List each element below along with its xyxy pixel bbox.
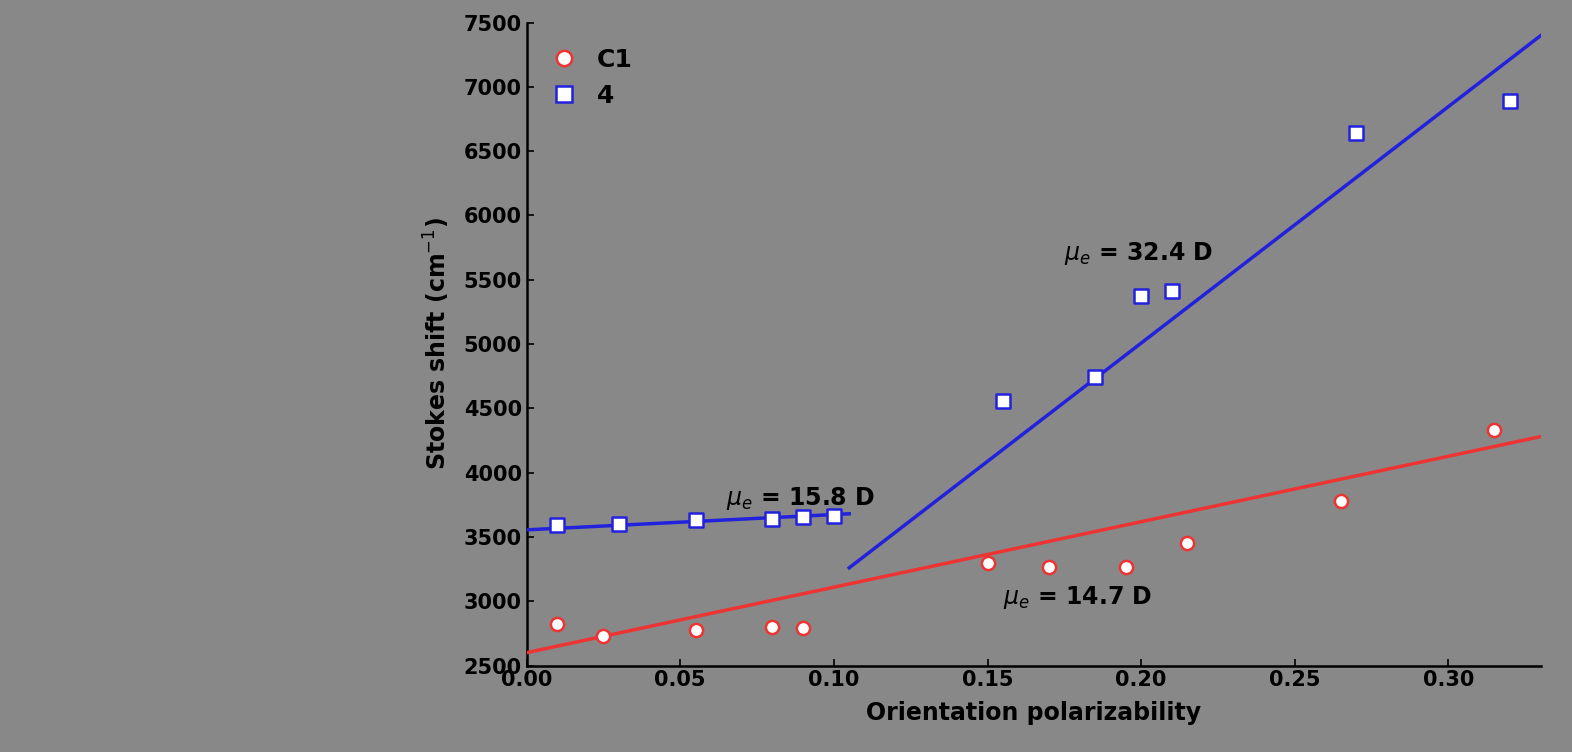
Point [791,622,816,634]
Point [1328,495,1353,507]
Point [1344,127,1369,139]
Point [545,520,571,532]
Point [1482,424,1508,436]
Point [1036,560,1061,572]
Point [1113,560,1138,572]
Text: $\mu_e$ = 15.8 D: $\mu_e$ = 15.8 D [726,485,876,512]
Point [759,621,784,633]
Point [1083,371,1108,384]
Y-axis label: Stokes shift (cm$^{-1}$): Stokes shift (cm$^{-1}$) [423,217,453,471]
Point [759,513,784,525]
X-axis label: Orientation polarizability: Orientation polarizability [866,702,1201,726]
Point [1159,285,1184,297]
Point [591,630,616,642]
Point [684,514,709,526]
Point [990,395,1016,407]
Point [1174,538,1199,550]
Point [545,618,571,630]
Point [975,556,1000,569]
Point [1497,95,1522,107]
Point [684,623,709,635]
Point [791,511,816,523]
Point [607,518,632,530]
Text: $\mu_e$ = 14.7 D: $\mu_e$ = 14.7 D [1003,584,1152,611]
Legend: C1, 4: C1, 4 [539,35,645,120]
Text: $\mu_e$ = 32.4 D: $\mu_e$ = 32.4 D [1064,241,1214,268]
Point [821,510,846,522]
Point [1129,290,1154,302]
